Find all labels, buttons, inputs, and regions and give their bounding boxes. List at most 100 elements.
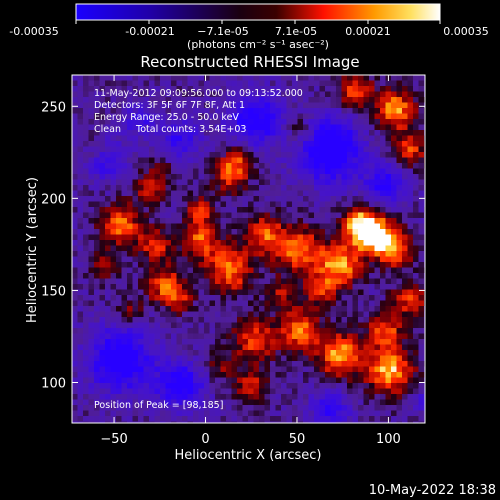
heatmap-cell [209, 267, 216, 274]
heatmap-cell [292, 366, 298, 373]
heatmap-cell [127, 289, 133, 296]
heatmap-cell [341, 163, 348, 169]
heatmap-cell [193, 350, 199, 356]
heatmap-cell [352, 267, 359, 274]
heatmap-cell [358, 223, 364, 230]
heatmap-cell [297, 223, 304, 230]
heatmap-cell [171, 97, 177, 103]
heatmap-cell [352, 388, 359, 395]
heatmap-cell [380, 333, 386, 340]
heatmap-cell [297, 295, 304, 301]
heatmap-cell [325, 355, 331, 362]
heatmap-cell [160, 399, 166, 406]
heatmap-cell [83, 372, 89, 378]
heatmap-cell [369, 306, 375, 312]
heatmap-cell [220, 218, 227, 224]
heatmap-cell [72, 278, 78, 285]
heatmap-cell [270, 350, 276, 356]
heatmap-cell [358, 80, 364, 87]
heatmap-cell [110, 91, 117, 98]
heatmap-cell [319, 141, 326, 147]
heatmap-cell [248, 163, 254, 169]
heatmap-cell [396, 102, 403, 109]
heatmap-cell [77, 267, 84, 274]
heatmap-cell [127, 311, 133, 318]
heatmap-cell [363, 273, 370, 279]
heatmap-cell [319, 80, 326, 87]
heatmap-cell [264, 91, 271, 98]
heatmap-cell [88, 119, 95, 125]
heatmap-cell [160, 97, 166, 103]
heatmap-cell [275, 141, 282, 147]
heatmap-cell [132, 416, 139, 422]
heatmap-cell [105, 267, 111, 274]
heatmap-cell [363, 196, 370, 202]
heatmap-cell [143, 383, 150, 389]
heatmap-cell [286, 196, 293, 202]
heatmap-cell [193, 300, 199, 307]
heatmap-cell [237, 322, 243, 329]
heatmap-cell [121, 273, 128, 279]
heatmap-cell [259, 361, 265, 367]
heatmap-cell [391, 300, 397, 307]
heatmap-cell [171, 212, 177, 219]
heatmap-cell [132, 124, 139, 131]
heatmap-cell [154, 185, 161, 191]
heatmap-cell [83, 317, 89, 323]
heatmap-cell [413, 75, 419, 81]
heatmap-cell [176, 421, 183, 423]
heatmap-cell [308, 146, 315, 153]
colorbar-unit-label: (photons cm⁻² s⁻¹ asec⁻²) [187, 38, 329, 51]
heatmap-cell [270, 317, 276, 323]
heatmap-cell [330, 168, 337, 175]
heatmap-cell [341, 256, 348, 263]
heatmap-cell [418, 179, 425, 186]
heatmap-cell [182, 75, 188, 81]
heatmap-cell [215, 146, 221, 153]
heatmap-cell [275, 394, 282, 400]
heatmap-cell [358, 399, 364, 406]
heatmap-cell [209, 102, 216, 109]
heatmap-cell [248, 339, 254, 345]
heatmap-cell [237, 394, 243, 400]
heatmap-cell [369, 240, 375, 246]
heatmap-cell [154, 344, 161, 351]
heatmap-cell [215, 135, 221, 142]
heatmap-cell [215, 350, 221, 356]
heatmap-cell [193, 245, 199, 252]
heatmap-cell [149, 218, 155, 224]
heatmap-cell [402, 350, 408, 356]
heatmap-cell [314, 234, 320, 241]
heatmap-cell [242, 97, 249, 103]
heatmap-cell [325, 339, 331, 345]
heatmap-cell [369, 196, 375, 202]
heatmap-cell [83, 333, 89, 340]
heatmap-cell [149, 124, 155, 131]
heatmap-cell [347, 86, 353, 92]
heatmap-cell [138, 251, 144, 257]
heatmap-cell [242, 410, 249, 417]
heatmap-cell [391, 278, 397, 285]
heatmap-cell [303, 240, 309, 246]
heatmap-cell [330, 256, 337, 263]
heatmap-cell [264, 339, 271, 345]
heatmap-cell [402, 91, 408, 98]
heatmap-cell [336, 146, 342, 153]
heatmap-cell [204, 245, 210, 252]
heatmap-cell [72, 328, 78, 334]
heatmap-cell [402, 86, 408, 92]
heatmap-cell [303, 405, 309, 411]
heatmap-cell [374, 295, 381, 301]
heatmap-cell [325, 262, 331, 268]
heatmap-cell [99, 196, 106, 202]
heatmap-cell [237, 251, 243, 257]
heatmap-cell [402, 273, 408, 279]
heatmap-cell [253, 267, 260, 274]
heatmap-cell [253, 421, 260, 423]
heatmap-cell [154, 245, 161, 252]
heatmap-cell [231, 97, 238, 103]
heatmap-cell [396, 130, 403, 136]
heatmap-cell [198, 361, 205, 367]
heatmap-cell [204, 146, 210, 153]
heatmap-cell [220, 284, 227, 290]
